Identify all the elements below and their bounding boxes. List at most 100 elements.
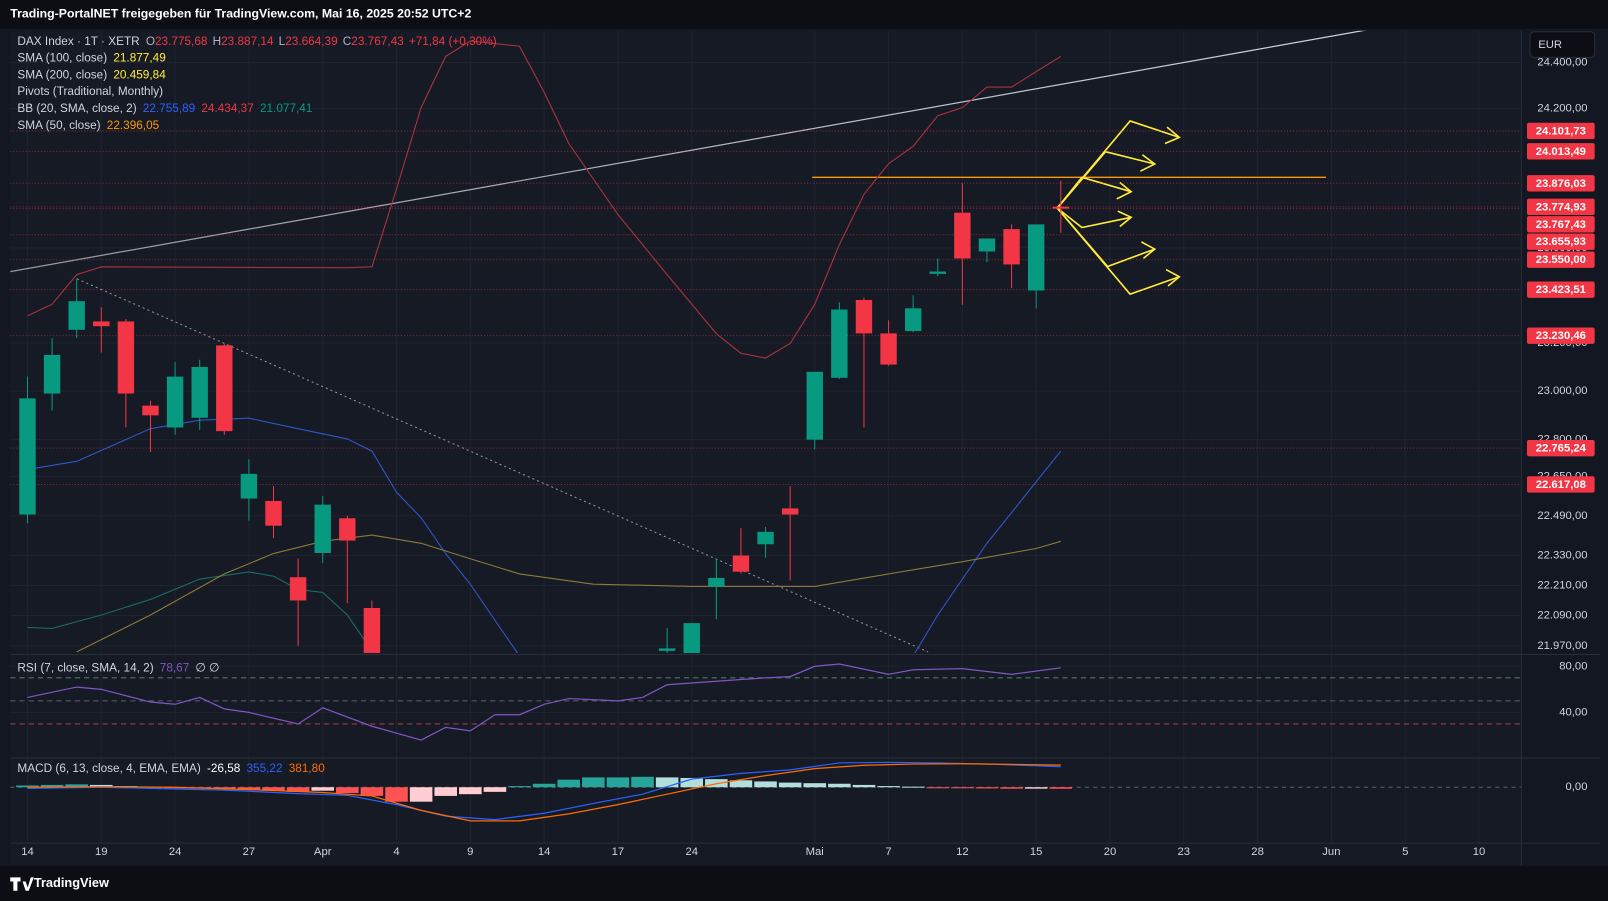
x-tick-label: 27 xyxy=(243,846,256,858)
price-level-label: 23.423,51 xyxy=(1536,284,1586,296)
price-level-label: 23.230,46 xyxy=(1536,330,1586,342)
histogram-bar xyxy=(852,784,876,788)
candle-body xyxy=(314,504,331,553)
ohlc-value: 23.664,39 xyxy=(285,35,337,48)
indicator-line xyxy=(27,571,373,652)
x-tick-label: 19 xyxy=(95,846,108,858)
rsi-value: 78,67 xyxy=(160,661,189,674)
histogram-bar xyxy=(1024,787,1048,789)
candle-body xyxy=(166,376,184,428)
x-tick-label: Mai xyxy=(806,846,824,858)
price-level-box xyxy=(1526,143,1595,160)
candle-body xyxy=(954,212,971,259)
y-tick-label: 22.800,00 xyxy=(1537,434,1587,446)
legend-main: DAX Index · 1T · XETR O23.775,68 H23.887,1… xyxy=(17,35,496,48)
candle-body xyxy=(708,577,725,587)
candle-body xyxy=(732,555,750,572)
histogram-bar xyxy=(409,787,433,802)
histogram-bar xyxy=(951,787,974,789)
candle-body xyxy=(978,238,996,252)
ohlc-value: 23.887,14 xyxy=(221,35,274,48)
candle-body xyxy=(855,299,873,334)
candle-body xyxy=(683,623,700,653)
drawings xyxy=(10,30,1366,653)
x-tick-label: 14 xyxy=(21,846,34,858)
histogram-bar xyxy=(483,787,507,792)
indicator-label: SMA (100, close) xyxy=(17,52,107,65)
y-tick-label: 24.200,00 xyxy=(1537,102,1587,114)
indicator-line xyxy=(76,534,1061,653)
rsi-pane xyxy=(27,663,1061,741)
y-tick-label: 22.330,00 xyxy=(1537,549,1587,561)
histogram-bar xyxy=(754,781,777,788)
y-tick-label: 21.970,00 xyxy=(1537,640,1587,652)
histogram-bar xyxy=(631,776,654,788)
histogram-bar xyxy=(16,785,39,788)
ohlc-prefix: L xyxy=(279,35,286,48)
logo xyxy=(10,877,34,891)
candle-body xyxy=(339,518,356,541)
x-tick-label: 23 xyxy=(1178,846,1191,858)
indicator-line xyxy=(27,417,1062,653)
change: +71,84 (+0,30%) xyxy=(409,35,497,48)
indicator-legend-row: SMA (200, close) 20.459,84 xyxy=(17,68,166,81)
ohlc-value: 23.775,68 xyxy=(155,35,208,48)
indicator-label: BB (20, SMA, close, 2) xyxy=(17,102,136,115)
indicator-line xyxy=(27,40,1062,359)
indicator-value: 21.077,41 xyxy=(260,102,312,115)
price-level-label: 23.655,93 xyxy=(1536,236,1586,248)
price-level-label: 23.550,00 xyxy=(1536,254,1586,266)
ohlc-value: 23.767,43 xyxy=(351,35,404,48)
price-level-label: 23.774,93 xyxy=(1536,201,1586,213)
candle-body xyxy=(265,500,282,526)
histogram-bar xyxy=(213,787,236,789)
currency-button[interactable] xyxy=(1529,31,1596,58)
macd-pane xyxy=(16,761,1073,822)
ohlc-prefix: H xyxy=(213,35,222,48)
price-level-box xyxy=(1526,476,1595,493)
histogram-bar xyxy=(237,787,261,790)
x-tick-label: 7 xyxy=(885,846,891,858)
histogram-bar xyxy=(926,787,950,789)
histogram-bar xyxy=(655,777,679,788)
indicator-legend-row: SMA (100, close) 21.877,49 xyxy=(17,52,165,65)
indicator-legend-row: Pivots (Traditional, Monthly) xyxy=(17,85,163,98)
trend-line xyxy=(10,30,1366,273)
x-tick-label: 4 xyxy=(393,846,399,858)
candle-body xyxy=(117,321,135,394)
candle-body xyxy=(363,608,381,653)
brand: TradingView xyxy=(34,875,109,890)
histogram-bar xyxy=(582,777,605,788)
histogram-bar xyxy=(262,787,285,791)
price-level-label: 23.876,03 xyxy=(1536,178,1586,190)
plot xyxy=(10,40,1521,822)
price-level-box xyxy=(1526,122,1595,140)
price-level-label: 23.767,43 xyxy=(1536,219,1586,231)
histogram-bar xyxy=(532,783,556,788)
price-level-box xyxy=(1526,439,1595,457)
x-tick-label: 5 xyxy=(1402,846,1408,858)
histogram-bar xyxy=(336,787,359,794)
currency[interactable]: EUR xyxy=(1538,39,1562,51)
price-level-box xyxy=(1526,216,1595,233)
candle-body xyxy=(289,577,307,601)
macd-label: MACD (6, 13, close, 4, EMA, EMA) xyxy=(17,762,200,775)
x-tick-label: 28 xyxy=(1251,846,1264,858)
grid xyxy=(10,30,1521,843)
ohlc-prefix: C xyxy=(343,35,352,48)
y-tick-label: 22.210,00 xyxy=(1537,579,1587,591)
indicator-label: SMA (200, close) xyxy=(17,68,107,81)
price-pane xyxy=(10,40,1521,653)
macd-hist-value: -26,58 xyxy=(207,762,241,775)
histogram-bar xyxy=(286,787,310,792)
price-level-box xyxy=(1526,327,1595,344)
legend-rsi: RSI (7, close, SMA, 14, 2) 78,67 ∅ ∅ xyxy=(17,661,219,674)
candle-body xyxy=(191,366,208,418)
candle-body xyxy=(1027,224,1045,291)
signal-line xyxy=(27,763,1061,822)
candle-body xyxy=(880,333,897,365)
price-level-box xyxy=(1526,251,1595,268)
top-bar xyxy=(0,0,1608,29)
x-tick-label: 20 xyxy=(1104,846,1117,858)
histogram-bar xyxy=(508,786,531,788)
